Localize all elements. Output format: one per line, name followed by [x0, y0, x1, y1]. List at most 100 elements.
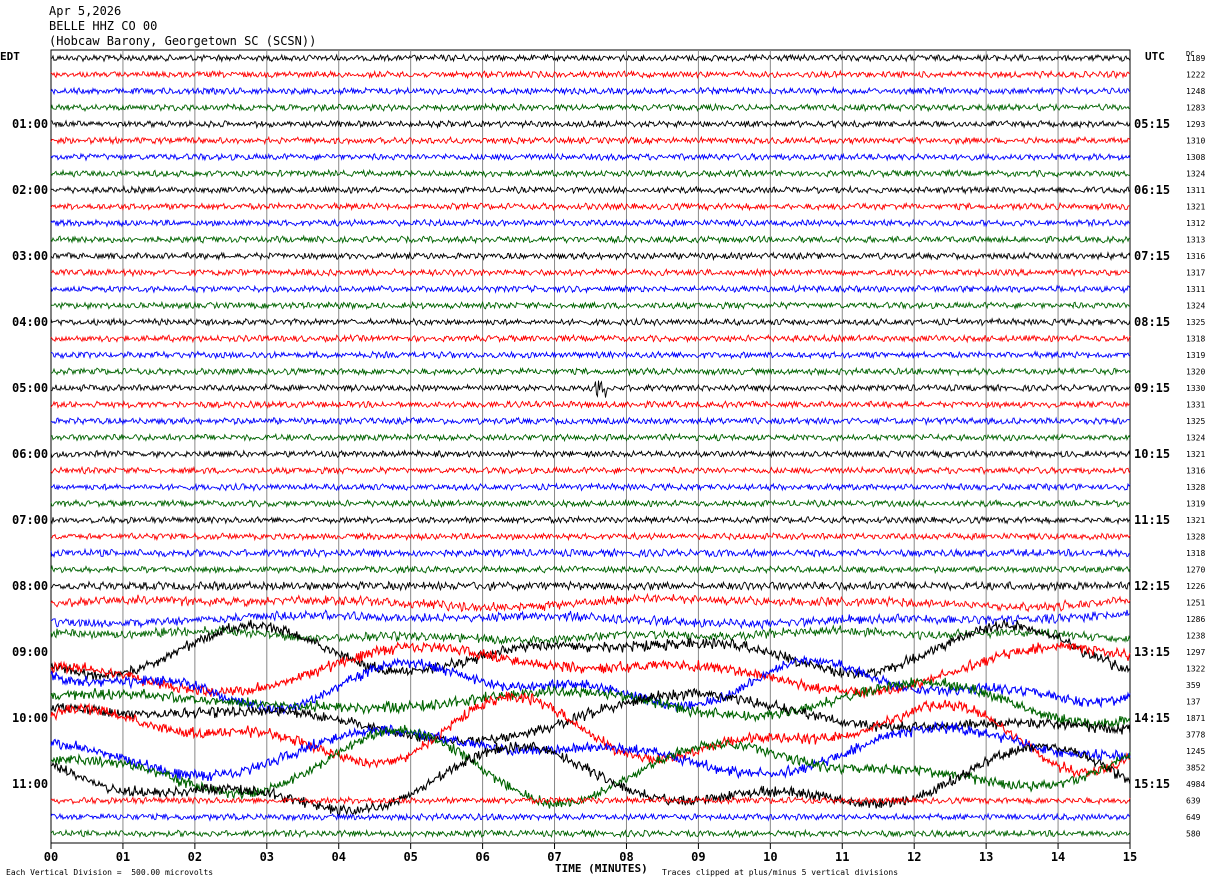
x-tick-label: 10	[763, 850, 777, 864]
seismogram-trace-13	[50, 267, 1131, 278]
dc-offset-label: 359	[1186, 681, 1201, 690]
dc-offset-label: 1331	[1186, 401, 1205, 410]
seismogram-trace-20	[50, 380, 1131, 398]
seismogram-trace-15	[50, 300, 1131, 311]
dc-offset-label: 1316	[1186, 467, 1205, 476]
seismogram-trace-19	[50, 366, 1131, 377]
x-tick-label: 11	[835, 850, 849, 864]
right-hour-label: 10:15	[1134, 447, 1170, 461]
left-hour-label: 09:00	[12, 645, 48, 659]
right-hour-label: 14:15	[1134, 711, 1170, 725]
dc-offset-label: 639	[1186, 797, 1201, 806]
seismogram-trace-44	[50, 741, 1131, 817]
dc-offset-label: 1189	[1186, 54, 1205, 63]
dc-offset-label: 1245	[1186, 747, 1205, 756]
seismogram-trace-2	[50, 85, 1131, 96]
x-axis-title: TIME (MINUTES)	[555, 862, 648, 875]
dc-offset-label: 1321	[1186, 203, 1205, 212]
dc-offset-label: 1321	[1186, 516, 1205, 525]
seismogram-trace-5	[50, 135, 1131, 146]
right-hour-label: 07:15	[1134, 249, 1170, 263]
dc-offset-label: 1328	[1186, 533, 1205, 542]
x-tick-label: 02	[188, 850, 202, 864]
dc-offset-label: 1310	[1186, 137, 1205, 146]
plot-frame	[50, 49, 1131, 844]
dc-offset-label: 1297	[1186, 648, 1205, 657]
right-hour-label: 15:15	[1134, 777, 1170, 791]
seismogram-trace-23	[50, 432, 1131, 443]
dc-offset-label: 1330	[1186, 384, 1205, 393]
seismogram-trace-45	[50, 795, 1131, 806]
dc-offset-label: 1324	[1186, 170, 1205, 179]
seismogram-trace-26	[50, 482, 1131, 492]
dc-offset-label: 3852	[1186, 764, 1205, 773]
seismogram-trace-32	[50, 580, 1131, 592]
seismogram-trace-7	[50, 168, 1131, 179]
left-hour-label: 08:00	[12, 579, 48, 593]
left-hour-label: 05:00	[12, 381, 48, 395]
dc-offset-label: 1270	[1186, 566, 1205, 575]
dc-offset-label: 137	[1186, 698, 1201, 707]
x-tick-label: 04	[332, 850, 346, 864]
dc-offset-label: 4984	[1186, 780, 1205, 789]
dc-offset-label: 3778	[1186, 731, 1205, 740]
left-hour-label: 10:00	[12, 711, 48, 725]
seismogram-trace-24	[50, 449, 1131, 459]
seismogram-trace-39	[50, 677, 1131, 729]
left-hour-label: 06:00	[12, 447, 48, 461]
dc-offset-label: 1312	[1186, 219, 1205, 228]
dc-offset-label: 1318	[1186, 549, 1205, 558]
dc-offset-label: 1871	[1186, 714, 1205, 723]
seismogram-trace-30	[50, 547, 1131, 559]
seismogram-trace-18	[50, 350, 1131, 360]
vertical-scale-note: Each Vertical Division = 500.00 microvol…	[6, 868, 214, 877]
seismogram-trace-25	[50, 465, 1131, 476]
right-hour-label: 09:15	[1134, 381, 1170, 395]
left-hour-label: 11:00	[12, 777, 48, 791]
seismogram-trace-8	[50, 185, 1131, 195]
dc-offset-label: 1319	[1186, 500, 1205, 509]
x-tick-label: 06	[475, 850, 489, 864]
dc-offset-label: 1251	[1186, 599, 1205, 608]
right-hour-label: 12:15	[1134, 579, 1170, 593]
seismogram-trace-37	[50, 641, 1131, 699]
seismogram-trace-29	[50, 531, 1131, 542]
seismogram-trace-46	[50, 812, 1131, 822]
seismogram-trace-22	[50, 416, 1131, 426]
seismogram-trace-10	[50, 218, 1131, 228]
seismogram-trace-41	[50, 691, 1131, 779]
seismogram-trace-43	[50, 724, 1131, 809]
dc-offset-label: 1325	[1186, 318, 1205, 327]
header-station: BELLE HHZ CO 00	[49, 19, 158, 33]
x-tick-label: 13	[979, 850, 993, 864]
right-hour-label: 13:15	[1134, 645, 1170, 659]
dc-offset-label: 1313	[1186, 236, 1205, 245]
dc-offset-label: 1321	[1186, 450, 1205, 459]
right-hour-label: 11:15	[1134, 513, 1170, 527]
dc-offset-label: 1319	[1186, 351, 1205, 360]
seismogram-trace-47	[50, 828, 1131, 839]
seismogram-trace-35	[50, 624, 1131, 646]
dc-offset-label: 1311	[1186, 186, 1205, 195]
right-hour-label: 05:15	[1134, 117, 1170, 131]
dc-offset-label: 1324	[1186, 434, 1205, 443]
seismogram-trace-28	[50, 515, 1131, 525]
seismogram-trace-14	[50, 284, 1131, 295]
dc-offset-label: 1311	[1186, 285, 1205, 294]
seismogram-trace-0	[50, 53, 1131, 63]
dc-offset-label: 1293	[1186, 120, 1205, 129]
dc-offset-label: 1328	[1186, 483, 1205, 492]
dc-offset-label: 1322	[1186, 665, 1205, 674]
right-hour-label: 06:15	[1134, 183, 1170, 197]
dc-offset-label: 1283	[1186, 104, 1205, 113]
right-hour-label: 08:15	[1134, 315, 1170, 329]
left-hour-label: 04:00	[12, 315, 48, 329]
seismogram-trace-4	[50, 119, 1131, 130]
seismogram-trace-1	[50, 69, 1131, 80]
seismogram-trace-31	[50, 564, 1131, 575]
seismogram-trace-16	[50, 317, 1131, 327]
left-hour-label: 03:00	[12, 249, 48, 263]
clipping-note: Traces clipped at plus/minus 5 vertical …	[662, 868, 899, 877]
x-tick-label: 01	[116, 850, 130, 864]
